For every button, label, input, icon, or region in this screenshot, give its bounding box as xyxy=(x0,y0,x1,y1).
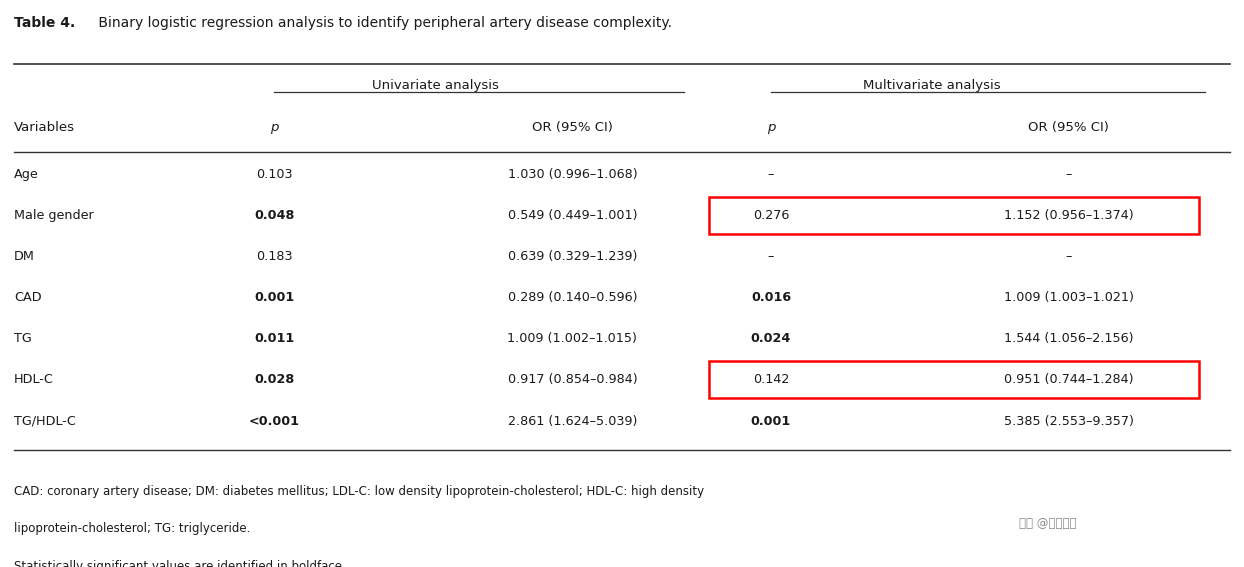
Text: Univariate analysis: Univariate analysis xyxy=(372,79,499,92)
Text: 0.549 (0.449–1.001): 0.549 (0.449–1.001) xyxy=(508,209,637,222)
Text: –: – xyxy=(768,250,774,263)
Text: 0.016: 0.016 xyxy=(751,291,791,304)
Text: HDL-C: HDL-C xyxy=(14,374,53,387)
Text: 0.001: 0.001 xyxy=(751,414,791,428)
Text: CAD: CAD xyxy=(14,291,41,304)
Text: 知乎 @医只蜗牛: 知乎 @医只蜗牛 xyxy=(1019,517,1077,530)
Text: 0.183: 0.183 xyxy=(256,250,292,263)
Text: Table 4.: Table 4. xyxy=(14,16,75,31)
Text: 0.103: 0.103 xyxy=(256,168,292,181)
Text: Male gender: Male gender xyxy=(14,209,93,222)
Text: <0.001: <0.001 xyxy=(249,414,300,428)
Text: Age: Age xyxy=(14,168,39,181)
Text: 0.289 (0.140–0.596): 0.289 (0.140–0.596) xyxy=(508,291,637,304)
Text: 0.024: 0.024 xyxy=(751,332,791,345)
Text: 0.028: 0.028 xyxy=(254,374,295,387)
Text: 1.009 (1.003–1.021): 1.009 (1.003–1.021) xyxy=(1004,291,1133,304)
Text: 1.030 (0.996–1.068): 1.030 (0.996–1.068) xyxy=(508,168,637,181)
Text: 1.009 (1.002–1.015): 1.009 (1.002–1.015) xyxy=(508,332,637,345)
Text: DM: DM xyxy=(14,250,35,263)
Text: p: p xyxy=(766,121,775,134)
Text: –: – xyxy=(1066,250,1072,263)
Text: CAD: coronary artery disease; DM: diabetes mellitus; LDL-C: low density lipoprot: CAD: coronary artery disease; DM: diabet… xyxy=(14,485,704,498)
Text: 2.861 (1.624–5.039): 2.861 (1.624–5.039) xyxy=(508,414,637,428)
Text: TG/HDL-C: TG/HDL-C xyxy=(14,414,76,428)
Text: 0.276: 0.276 xyxy=(753,209,789,222)
Text: 0.142: 0.142 xyxy=(753,374,789,387)
Text: OR (95% CI): OR (95% CI) xyxy=(1029,121,1110,134)
Text: 1.152 (0.956–1.374): 1.152 (0.956–1.374) xyxy=(1004,209,1133,222)
Text: 1.544 (1.056–2.156): 1.544 (1.056–2.156) xyxy=(1004,332,1133,345)
Text: Variables: Variables xyxy=(14,121,75,134)
Text: 0.639 (0.329–1.239): 0.639 (0.329–1.239) xyxy=(508,250,637,263)
Text: Multivariate analysis: Multivariate analysis xyxy=(863,79,1001,92)
Text: 0.917 (0.854–0.984): 0.917 (0.854–0.984) xyxy=(508,374,637,387)
Text: 5.385 (2.553–9.357): 5.385 (2.553–9.357) xyxy=(1004,414,1133,428)
Text: OR (95% CI): OR (95% CI) xyxy=(532,121,613,134)
Text: lipoprotein-cholesterol; TG: triglyceride.: lipoprotein-cholesterol; TG: triglycerid… xyxy=(14,522,250,535)
Text: 0.951 (0.744–1.284): 0.951 (0.744–1.284) xyxy=(1004,374,1133,387)
Text: 0.011: 0.011 xyxy=(254,332,295,345)
Text: –: – xyxy=(1066,168,1072,181)
Text: Binary logistic regression analysis to identify peripheral artery disease comple: Binary logistic regression analysis to i… xyxy=(95,16,673,31)
Text: TG: TG xyxy=(14,332,31,345)
Text: p: p xyxy=(270,121,279,134)
Text: –: – xyxy=(768,168,774,181)
Text: 0.048: 0.048 xyxy=(254,209,295,222)
Text: Statistically significant values are identified in boldface.: Statistically significant values are ide… xyxy=(14,560,346,567)
Text: 0.001: 0.001 xyxy=(254,291,295,304)
